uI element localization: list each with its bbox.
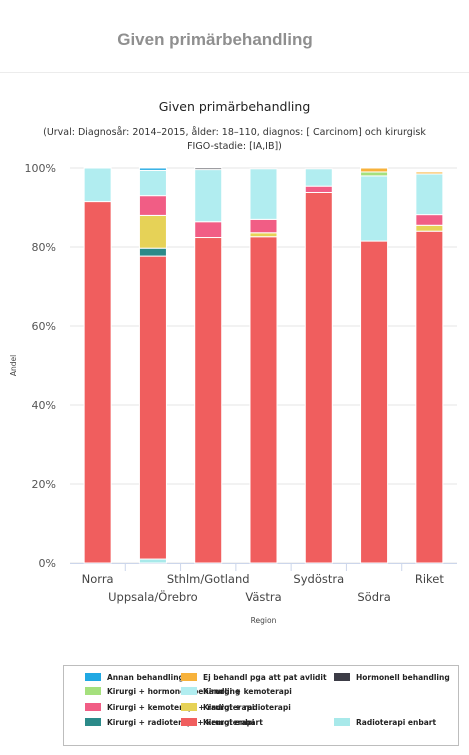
legend-item[interactable]: Radioterapi enbart <box>334 718 436 727</box>
x-tick-label: Västra <box>245 590 281 604</box>
legend-swatch <box>181 718 197 726</box>
bar-segment <box>138 167 167 171</box>
bar-segment <box>360 171 389 177</box>
legend-label: Kirurgi + radioterapi + kemoterapi <box>107 718 255 727</box>
bar-segment <box>194 237 223 564</box>
legend-item[interactable]: Kirurgi + hormonell behandling <box>85 687 240 696</box>
chart-subtitle-line-2: FIGO-stadie: [IA,IB]) <box>187 141 282 152</box>
bar-segment <box>360 240 389 564</box>
chart-subtitle-line-1: (Urval: Diagnosår: 2014–2015, ålder: 18–… <box>43 127 426 138</box>
legend-label: Kirurgi + kemoterapi + radioterapi <box>107 703 255 712</box>
bar-segment <box>138 247 167 257</box>
legend-label: Kirurgi + radioterapi <box>203 703 291 712</box>
chart-subtitle: (Urval: Diagnosår: 2014–2015, ålder: 18–… <box>0 126 469 154</box>
legend-label: Radioterapi enbart <box>356 718 437 727</box>
bar-segment <box>194 221 223 239</box>
x-tick-label: Riket <box>415 572 445 586</box>
legend-label: Kirurgi + hormonell behandling <box>107 687 241 696</box>
legend-swatch <box>85 673 101 681</box>
bar-segment <box>138 195 167 216</box>
y-tick-label: 0% <box>39 557 56 570</box>
bar-segment <box>138 255 167 560</box>
bar-segment <box>415 224 444 232</box>
legend-item[interactable]: Kirurgi + kemoterapi <box>181 687 292 696</box>
chart-legend: Annan behandling Ej behandl pga att pat a… <box>63 665 459 746</box>
legend-swatch <box>181 687 197 695</box>
y-tick-label: 100% <box>25 162 56 175</box>
y-axis-title: Andel <box>9 355 18 376</box>
bar-segment <box>138 169 167 197</box>
page-title: Given primärbehandling <box>117 30 313 49</box>
page-header: Given primärbehandling <box>0 0 469 73</box>
x-axis-title: Region <box>251 616 277 625</box>
bar-segment <box>304 168 333 187</box>
bar-segment <box>360 167 389 173</box>
bar-segment <box>249 168 278 220</box>
legend-swatch <box>334 673 350 681</box>
bar-segment <box>138 214 167 249</box>
chart-title: Given primärbehandling <box>158 99 311 114</box>
x-tick-label: Södra <box>357 590 390 604</box>
legend-label: Annan behandling <box>107 673 184 682</box>
bar-segment <box>415 230 444 564</box>
bar-segment <box>249 236 278 564</box>
x-tick-label: Sydöstra <box>293 572 344 586</box>
y-tick-label: 20% <box>32 478 56 491</box>
bar-segment <box>415 214 444 226</box>
bar-segment <box>83 201 112 564</box>
legend-swatch <box>334 718 350 726</box>
bar-segment <box>194 169 223 223</box>
legend-swatch <box>181 673 197 681</box>
y-tick-label: 60% <box>32 320 56 333</box>
legend-swatch <box>85 687 101 695</box>
legend-item[interactable]: Hormonell behandling <box>334 673 450 682</box>
bar-segment <box>415 173 444 216</box>
legend-label: Ej behandl pga att pat avlidit <box>203 673 327 682</box>
bar-segment <box>415 171 444 175</box>
legend-item[interactable]: Kirurgi + kemoterapi + radioterapi <box>85 703 255 712</box>
bar-segment <box>249 218 278 234</box>
x-tick-label: Norra <box>82 572 114 586</box>
x-tick-label: Sthlm/Gotland <box>167 572 250 586</box>
legend-item[interactable]: Ej behandl pga att pat avlidit <box>181 673 327 682</box>
legend-swatch <box>181 703 197 711</box>
legend-item[interactable]: Kirurgi + radioterapi <box>181 703 291 712</box>
bar-segment <box>360 175 389 242</box>
bar-segment <box>83 167 112 203</box>
y-tick-label: 80% <box>32 241 56 254</box>
bar-segment <box>138 558 167 564</box>
x-tick-label: Uppsala/Örebro <box>108 588 198 604</box>
legend-label: Hormonell behandling <box>356 673 450 682</box>
bar-segment <box>304 191 333 564</box>
legend-item[interactable]: Kirurgi enbart <box>181 718 263 727</box>
legend-label: Kirurgi + kemoterapi <box>203 687 292 696</box>
legend-swatch <box>85 703 101 711</box>
bar-segment <box>304 185 333 193</box>
y-tick-label: 40% <box>32 399 56 412</box>
stacked-bar-chart: 0% 20% 40% 60% 80% 100% Norra Uppsala/Örebro Sth… <box>9 162 457 625</box>
legend-item[interactable]: Annan behandling <box>85 673 184 682</box>
legend-label: Kirurgi enbart <box>203 718 263 727</box>
legend-item[interactable]: Kirurgi + radioterapi + kemoterapi <box>85 718 255 727</box>
legend-swatch <box>85 718 101 726</box>
bar-segment <box>194 167 223 171</box>
bar-segment <box>249 232 278 238</box>
